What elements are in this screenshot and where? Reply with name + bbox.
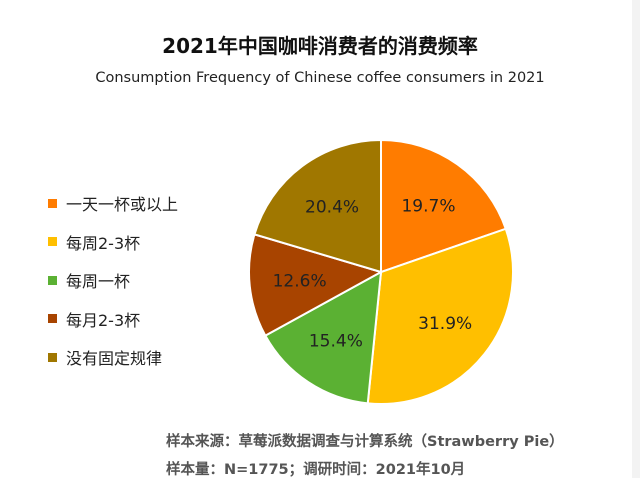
legend-item: 一天一杯或以上 xyxy=(48,184,178,223)
pie-slice xyxy=(263,270,383,405)
legend-swatch xyxy=(48,237,57,247)
data-label: 12.6% xyxy=(273,272,327,292)
chart-title: 2021年中国咖啡消费者的消费频率 xyxy=(162,34,478,58)
legend-swatch xyxy=(48,352,57,362)
sample-note: 样本量：N=1775；调研时间：2021年10月 xyxy=(166,462,466,478)
chart-subtitle: Consumption Frequency of Chinese coffee … xyxy=(95,70,545,86)
pie-slice xyxy=(248,233,384,337)
legend-item: 每月2-3杯 xyxy=(48,300,178,339)
legend-item: 每周2-3杯 xyxy=(48,223,178,262)
legend-label: 每月2-3杯 xyxy=(66,310,141,330)
data-label: 19.7% xyxy=(401,196,455,216)
legend-swatch xyxy=(48,314,57,324)
legend-label: 没有固定规律 xyxy=(66,349,163,369)
data-label: 20.4% xyxy=(305,197,359,217)
legend-item: 每周一杯 xyxy=(48,261,178,300)
data-label: 31.9% xyxy=(418,314,472,334)
legend-label: 每周2-3杯 xyxy=(66,233,141,253)
data-label: 15.4% xyxy=(309,331,363,351)
legend-item: 没有固定规律 xyxy=(48,338,178,377)
legend-label: 一天一杯或以上 xyxy=(66,195,179,215)
pie-slice xyxy=(366,227,514,405)
legend-swatch xyxy=(48,198,57,208)
pie-slice xyxy=(253,138,382,274)
legend: 一天一杯或以上 每周2-3杯 每周一杯每月2-3杯没有固定规律 xyxy=(48,184,178,377)
legend-label: 每周一杯 xyxy=(66,272,131,292)
legend-swatch xyxy=(48,275,57,285)
source-note: 样本来源：草莓派数据调查与计算系统（Strawberry Pie） xyxy=(166,434,564,450)
scroll-edge xyxy=(632,0,640,478)
